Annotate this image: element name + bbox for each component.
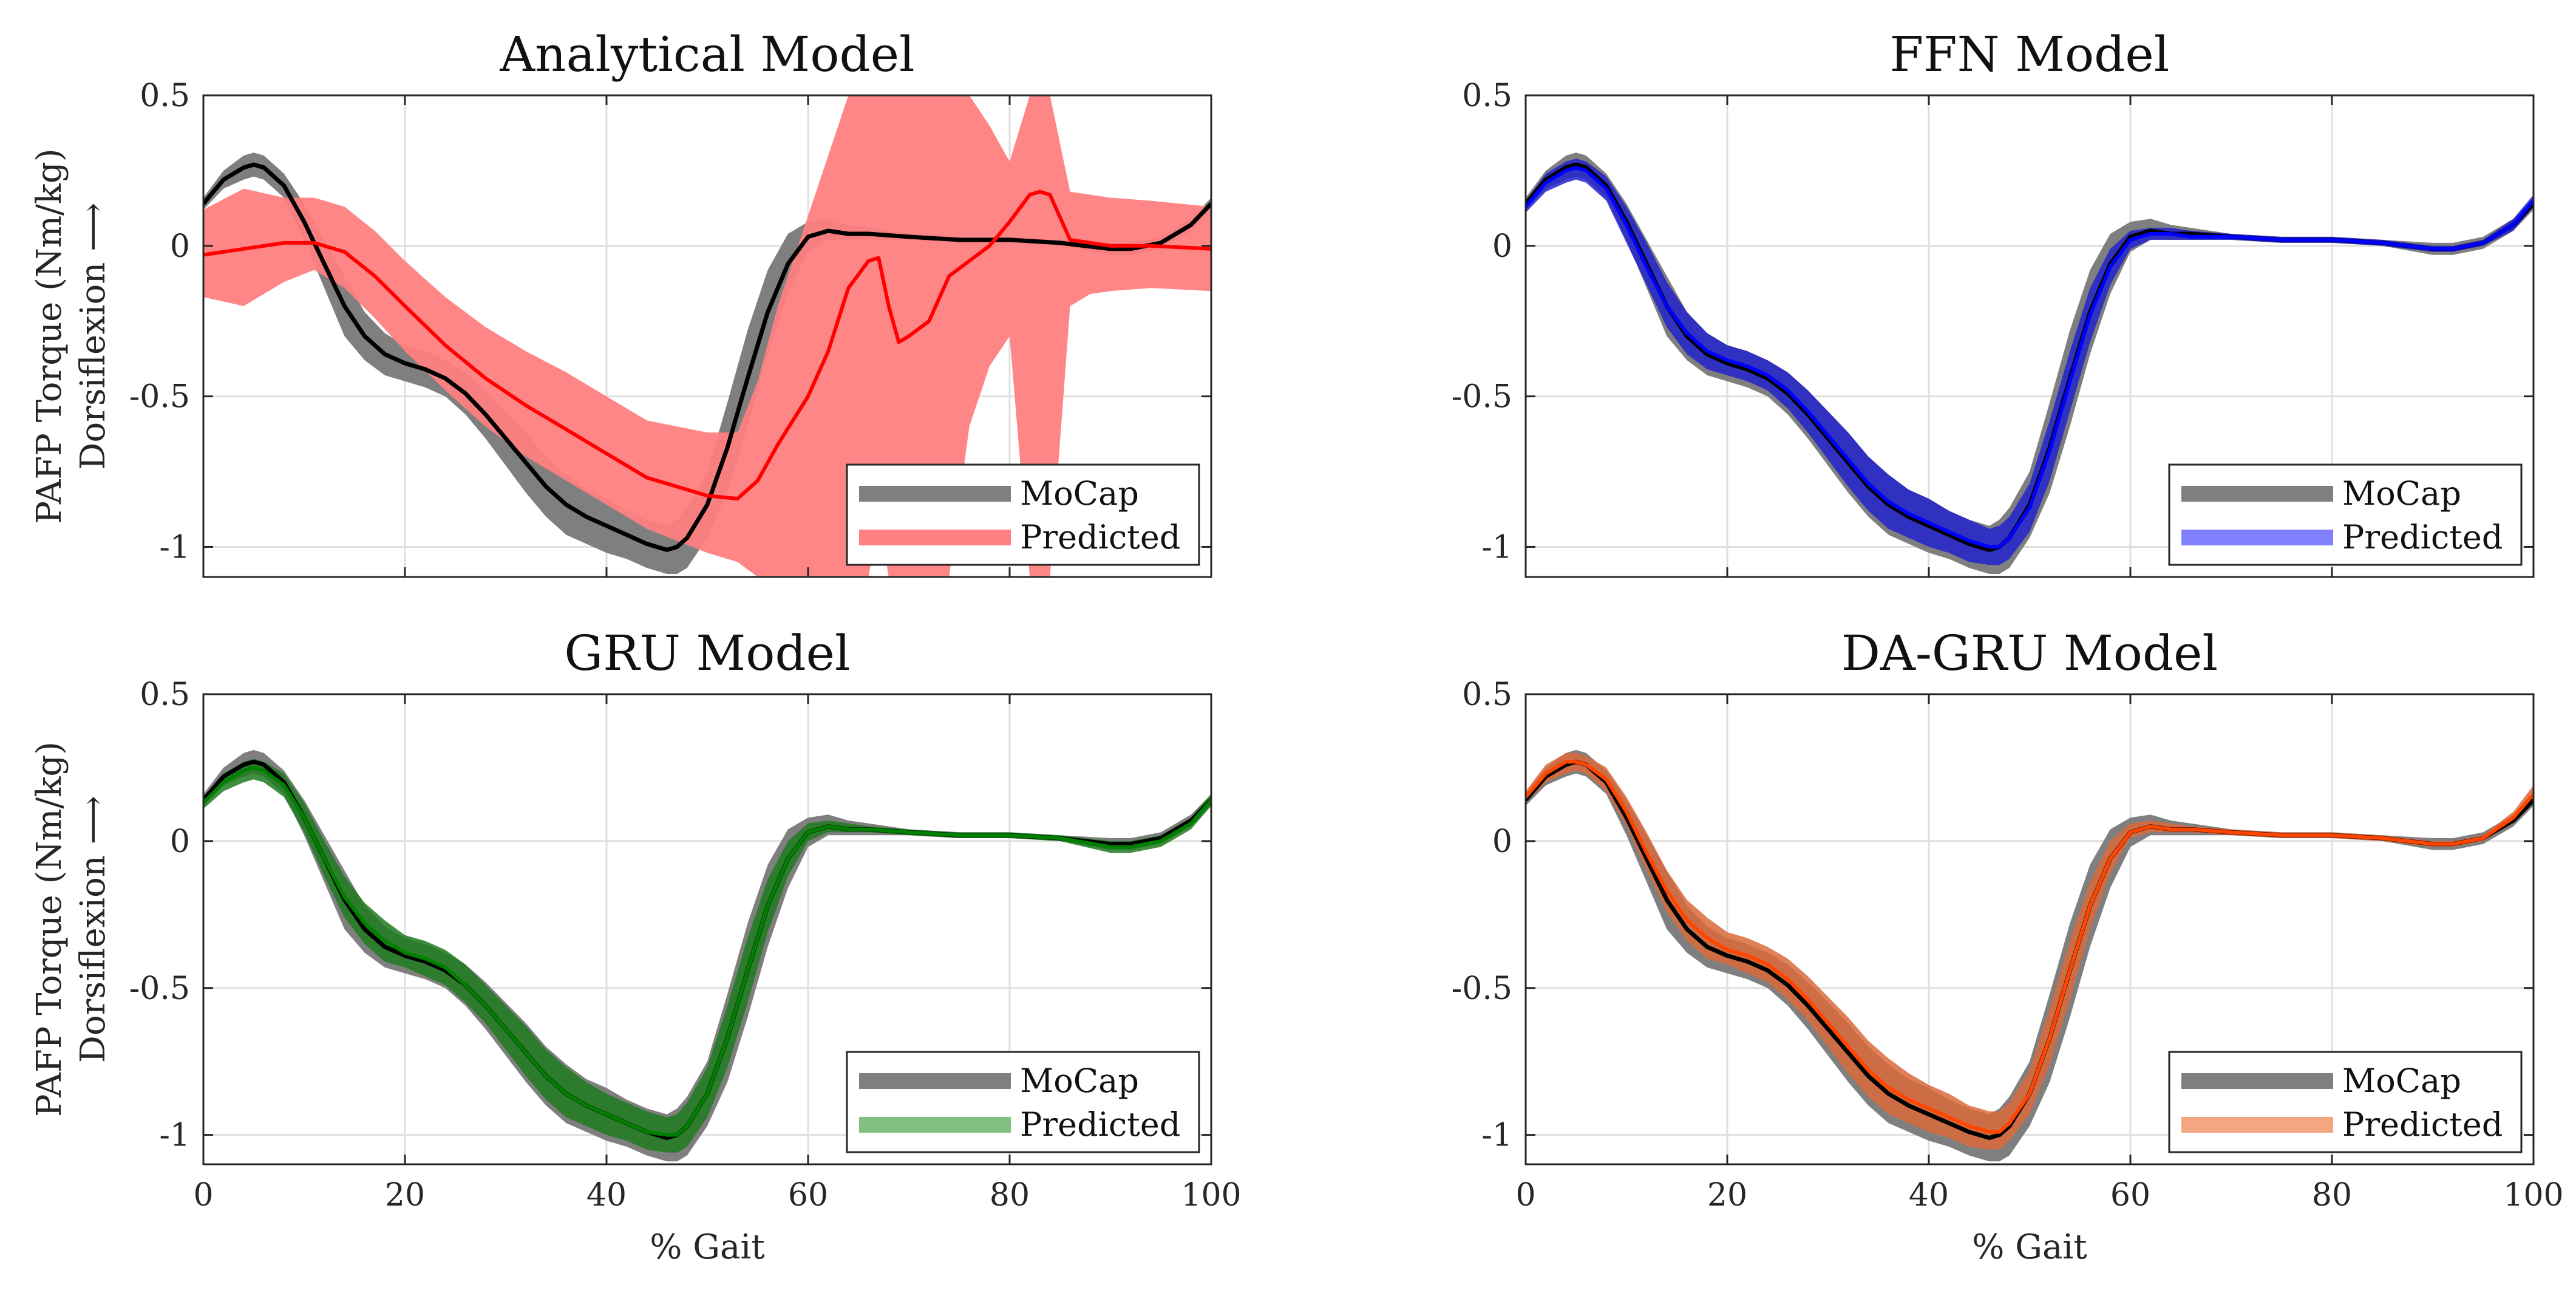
x-tick-label: 0 bbox=[1515, 1177, 1535, 1213]
x-tick-label: 40 bbox=[1909, 1177, 1949, 1213]
data-layer bbox=[1526, 152, 2534, 574]
legend: MoCap Predicted bbox=[2168, 1051, 2523, 1153]
legend-label-predicted: Predicted bbox=[1020, 1105, 1180, 1144]
x-tick-label: 100 bbox=[1181, 1177, 1241, 1213]
y-tick-label: -0.5 bbox=[129, 971, 190, 1007]
legend-label-predicted: Predicted bbox=[2342, 518, 2503, 556]
panel-2: 0.5 0 -0.5 -1 FFN Model MoCap Predicted bbox=[1452, 26, 2535, 578]
predicted-line bbox=[1526, 760, 2534, 1134]
axes-frame bbox=[202, 94, 1212, 578]
y-axis-label-line1: PAFP Torque (Nm/kg) bbox=[30, 148, 69, 524]
x-tick-label: 20 bbox=[1707, 1177, 1747, 1213]
x-tick-label: 80 bbox=[990, 1177, 1030, 1213]
x-axis-label: % Gait bbox=[650, 1227, 765, 1267]
y-tick-label: 0 bbox=[170, 228, 190, 265]
y-tick-label: 0.5 bbox=[1462, 78, 1512, 114]
legend-label-mocap: MoCap bbox=[1020, 474, 1139, 513]
y-tick-label: -1 bbox=[1481, 529, 1512, 565]
x-axis-label: % Gait bbox=[1972, 1227, 2087, 1267]
predicted-band bbox=[203, 95, 1211, 577]
y-tick-label: 0 bbox=[1492, 228, 1512, 265]
data-layer bbox=[1526, 749, 2534, 1162]
x-tick-label: 80 bbox=[2312, 1177, 2352, 1213]
legend: MoCap Predicted bbox=[2168, 463, 2523, 566]
predicted-line bbox=[203, 765, 1211, 1137]
panel-title: GRU Model bbox=[564, 625, 850, 681]
data-layer bbox=[203, 95, 1211, 577]
x-tick-label: 100 bbox=[2503, 1177, 2563, 1213]
y-tick-label: -1 bbox=[1481, 1118, 1512, 1154]
y-tick-label: 0 bbox=[170, 824, 190, 860]
mocap-line bbox=[203, 162, 1211, 552]
y-tick-label: 0.5 bbox=[140, 677, 190, 713]
legend: MoCap Predicted bbox=[846, 1051, 1200, 1153]
legend-label-predicted: Predicted bbox=[2342, 1105, 2503, 1144]
legend-box bbox=[846, 1051, 1200, 1153]
predicted-line bbox=[203, 189, 1211, 501]
x-tick-label: 60 bbox=[788, 1177, 828, 1213]
panel-1: 0.5 0 -0.5 -1 PAFP Torque (Nm/kg) Dorsiflexio… bbox=[30, 26, 1212, 578]
panel-title: Analytical Model bbox=[499, 26, 914, 83]
legend: MoCap Predicted bbox=[846, 463, 1200, 566]
y-tick-label: 0.5 bbox=[1462, 677, 1512, 713]
x-tick-label: 60 bbox=[2110, 1177, 2150, 1213]
legend-box bbox=[846, 463, 1200, 566]
axes-frame bbox=[202, 693, 1212, 1165]
y-tick-label: -0.5 bbox=[1452, 971, 1512, 1007]
axes-frame bbox=[1524, 693, 2535, 1165]
panel-title: DA-GRU Model bbox=[1841, 625, 2218, 681]
y-axis-label-line2: Dorsiflexion ⟶ bbox=[73, 796, 113, 1063]
y-tick-label: -1 bbox=[159, 1118, 190, 1154]
y-tick-label: -0.5 bbox=[129, 379, 190, 415]
x-tick-label: 0 bbox=[193, 1177, 213, 1213]
x-tick-label: 40 bbox=[586, 1177, 627, 1213]
data-layer bbox=[203, 749, 1211, 1162]
y-tick-label: 0.5 bbox=[140, 78, 190, 114]
y-axis-label-line1: PAFP Torque (Nm/kg) bbox=[30, 742, 69, 1117]
legend-box bbox=[2168, 463, 2523, 566]
y-axis-label-line2: Dorsiflexion ⟶ bbox=[73, 203, 113, 470]
y-tick-label: -0.5 bbox=[1452, 379, 1512, 415]
legend-label-mocap: MoCap bbox=[1020, 1062, 1139, 1100]
legend-label-mocap: MoCap bbox=[2342, 474, 2461, 513]
panel-title: FFN Model bbox=[1890, 26, 2170, 83]
x-tick-label: 20 bbox=[385, 1177, 425, 1213]
axes-frame bbox=[1524, 94, 2535, 578]
y-tick-label: 0 bbox=[1492, 824, 1512, 860]
legend-label-predicted: Predicted bbox=[1020, 518, 1180, 556]
y-tick-label: -1 bbox=[159, 529, 190, 565]
legend-label-mocap: MoCap bbox=[2342, 1062, 2461, 1100]
predicted-line bbox=[1526, 165, 2534, 549]
legend-box bbox=[2168, 1051, 2523, 1153]
